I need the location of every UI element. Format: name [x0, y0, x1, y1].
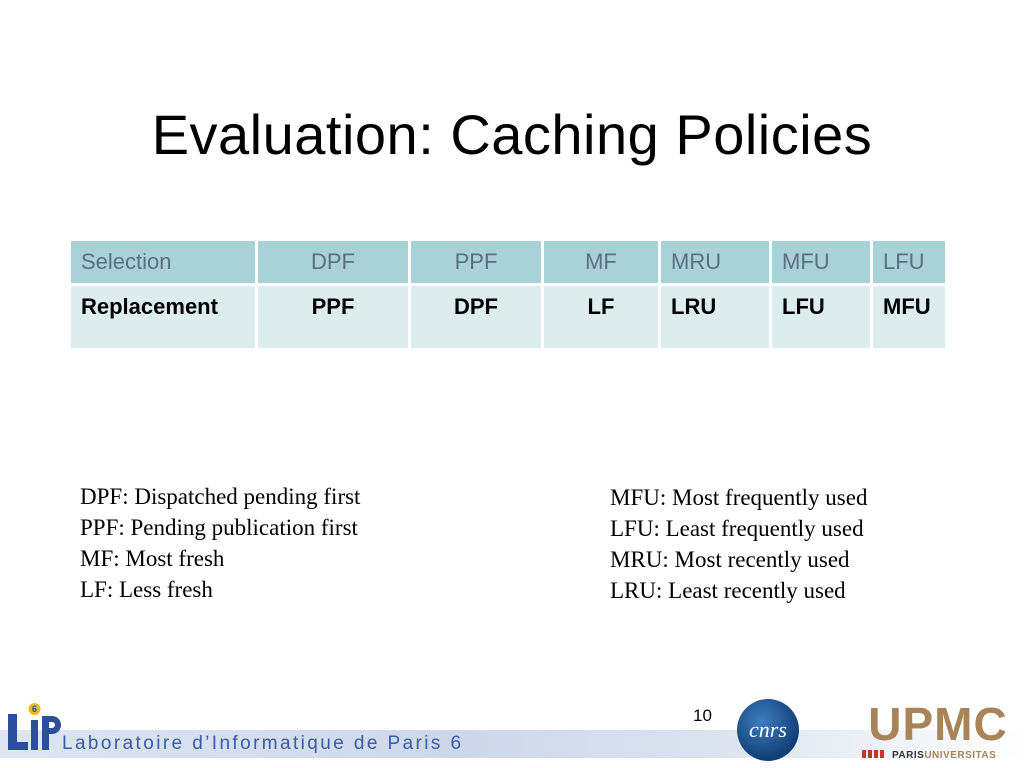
- upmc-logo: UPMC PARISUNIVERSITAS: [862, 700, 1007, 761]
- table-row: Replacement PPF DPF LF LRU LFU MFU: [68, 283, 948, 351]
- legend-item: PPF: Pending publication first: [80, 515, 358, 540]
- legend-item: MF: Most fresh: [80, 546, 225, 571]
- policy-table: Selection DPF PPF MF MRU MFU LFU Replace…: [68, 238, 948, 351]
- legend-item: LRU: Least recently used: [610, 578, 846, 603]
- page-number: 10: [693, 706, 712, 725]
- table-cell: Replacement: [68, 283, 258, 351]
- svg-text:cnrs: cnrs: [749, 717, 787, 742]
- table-cell: LFU: [769, 283, 873, 351]
- legend-item: MFU: Most frequently used: [610, 485, 868, 510]
- table-header-cell: LFU: [870, 238, 948, 286]
- svg-text:PARISUNIVERSITAS: PARISUNIVERSITAS: [892, 750, 996, 761]
- table-header-cell: Selection: [68, 238, 258, 286]
- table-header-cell: MF: [541, 238, 661, 286]
- table-cell: MFU: [870, 283, 948, 351]
- table-cell: LRU: [658, 283, 772, 351]
- table-header-cell: PPF: [408, 238, 544, 286]
- table-header-cell: MRU: [658, 238, 772, 286]
- legend-left: DPF: Dispatched pending first PPF: Pendi…: [80, 481, 360, 605]
- table-header-cell: DPF: [255, 238, 411, 286]
- legend-item: LF: Less fresh: [80, 577, 213, 602]
- svg-text:6: 6: [32, 704, 37, 714]
- legend-right: MFU: Most frequently used LFU: Least fre…: [610, 482, 867, 606]
- footer-band: [0, 730, 1024, 758]
- slide-title: Evaluation: Caching Policies: [151, 103, 873, 166]
- table-cell: PPF: [255, 283, 411, 351]
- table-header-cell: MFU: [769, 238, 873, 286]
- table-cell: DPF: [408, 283, 544, 351]
- lip6-logo: 6: [8, 703, 61, 750]
- legend-item: LFU: Least frequently used: [610, 516, 864, 541]
- svg-text:UPMC: UPMC: [868, 700, 1007, 750]
- cnrs-logo: cnrs: [737, 699, 799, 761]
- table-header-row: Selection DPF PPF MF MRU MFU LFU: [68, 238, 948, 286]
- legend-item: DPF: Dispatched pending first: [80, 484, 361, 509]
- lab-name: Laboratoire d’Informatique de Paris 6: [62, 733, 464, 754]
- legend-item: MRU: Most recently used: [610, 547, 850, 572]
- table-cell: LF: [541, 283, 661, 351]
